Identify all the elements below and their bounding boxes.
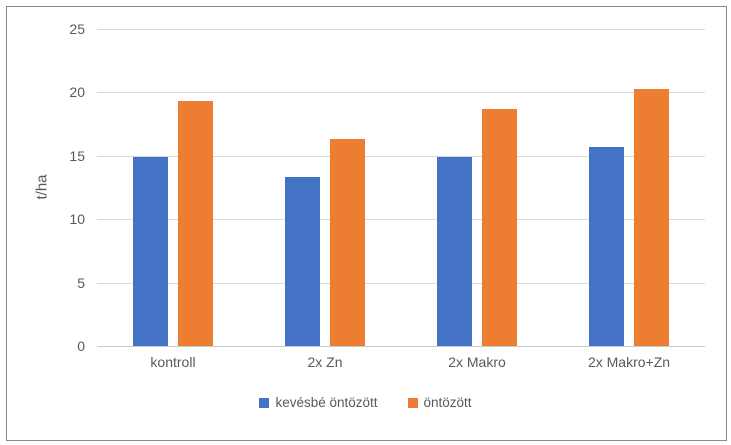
- gridline-25: [97, 29, 705, 30]
- chart-border: [6, 6, 727, 441]
- y-tick-label-25: 25: [69, 21, 85, 37]
- x-axis-label-kontroll: kontroll: [150, 354, 196, 370]
- y-axis-ticks: 0 5 10 15 20 25: [40, 22, 85, 353]
- legend: kevésbé öntözött öntözött: [0, 395, 731, 410]
- y-tick-label-10: 10: [69, 211, 85, 228]
- gridline-10: [97, 219, 705, 221]
- gridline-15: [97, 155, 705, 157]
- y-tick-label-15: 15: [69, 147, 85, 164]
- bar-kevesbe-ontozott-2x-makro-zn: [589, 146, 624, 346]
- legend-label: öntözött: [423, 395, 472, 410]
- legend-swatch-icon: [407, 397, 418, 408]
- y-tick-label-5: 5: [77, 274, 85, 291]
- bars-row: [97, 29, 705, 346]
- bar-kevesbe-ontozott-2x-zn: [285, 177, 320, 346]
- bar-kevesbe-ontozott-kontroll: [133, 157, 168, 346]
- bar-ontozott-2x-zn: [330, 139, 365, 346]
- gridline-20: [97, 92, 705, 94]
- x-axis-labels: kontroll 2x Zn 2x Makro 2x Makro+Zn: [97, 354, 705, 370]
- bar-group-2x-zn: [249, 29, 401, 346]
- bar-group-2x-makro-zn: [553, 29, 705, 346]
- legend-swatch-icon: [259, 397, 270, 408]
- x-axis-label-2x-makro-zn: 2x Makro+Zn: [587, 354, 671, 370]
- legend-label: kevésbé öntözött: [275, 395, 378, 410]
- bar-kevesbe-ontozott-2x-makro: [437, 157, 472, 346]
- bar-ontozott-2x-makro: [482, 108, 517, 346]
- bar-group-2x-makro: [401, 29, 553, 346]
- gridline-5: [97, 282, 705, 284]
- x-axis-label-2x-zn: 2x Zn: [307, 354, 343, 370]
- bar-ontozott-2x-makro-zn: [634, 88, 669, 346]
- x-axis-label-2x-makro: 2x Makro: [448, 354, 506, 370]
- legend-item-kevesbe-ontozott: kevésbé öntözött: [259, 395, 378, 410]
- bar-ontozott-kontroll: [178, 101, 213, 346]
- bar-group-kontroll: [97, 29, 249, 346]
- plot-area: [97, 29, 705, 347]
- y-tick-label-0: 0: [77, 338, 85, 354]
- y-tick-label-20: 20: [69, 84, 85, 101]
- gridline-0: [97, 346, 705, 347]
- legend-item-ontozott: öntözött: [407, 395, 472, 410]
